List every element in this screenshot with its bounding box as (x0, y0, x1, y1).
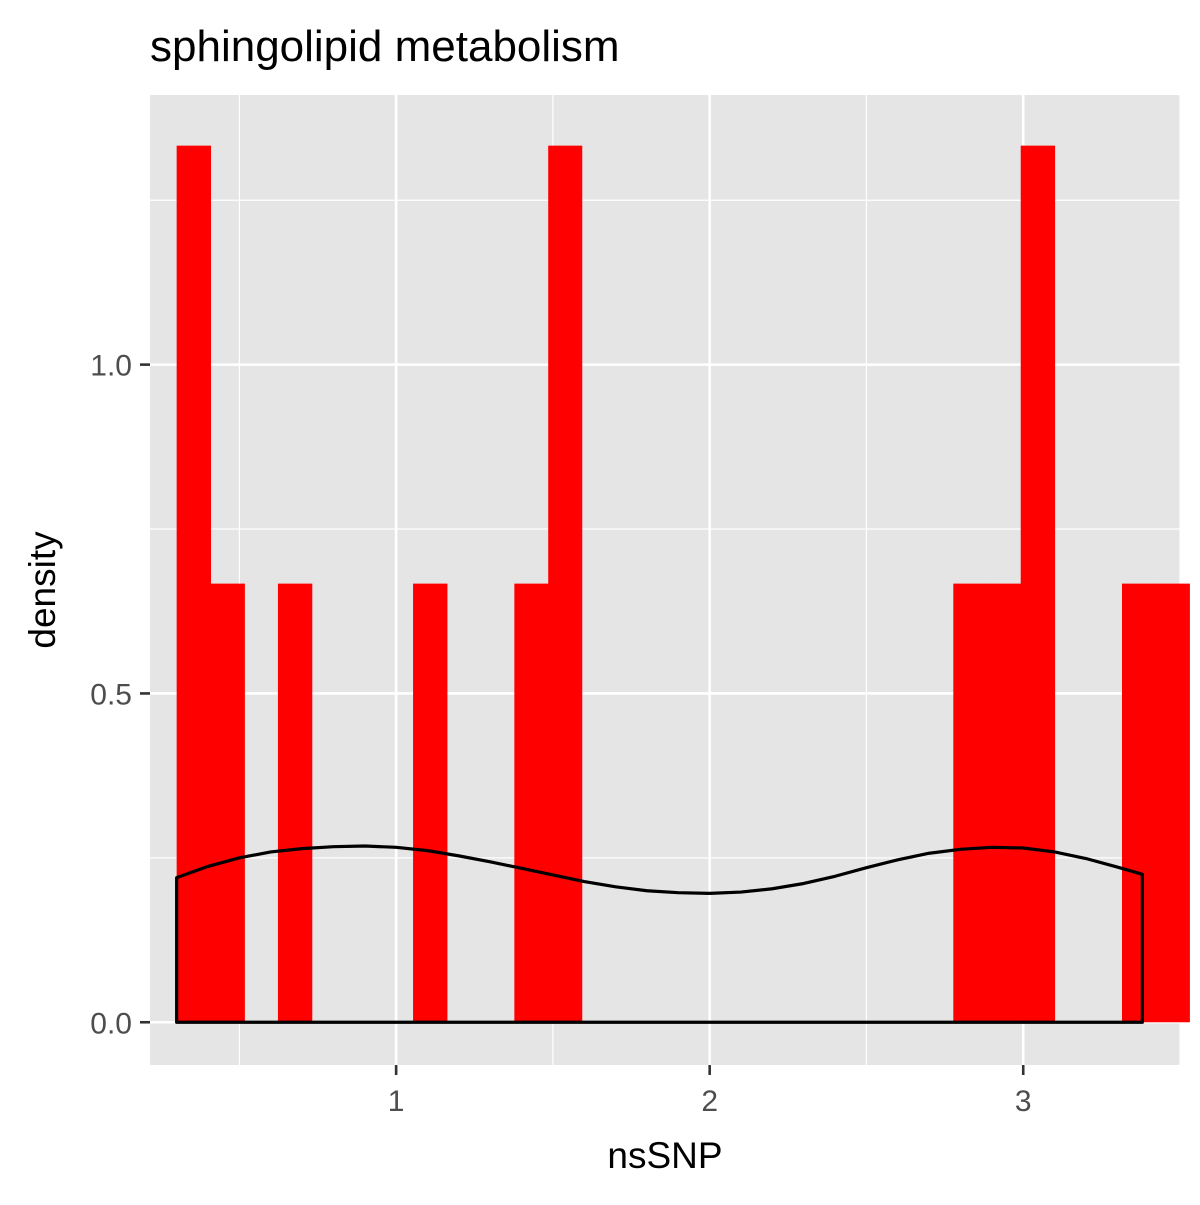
histogram-bar (548, 145, 583, 1023)
x-tick-label: 3 (1015, 1085, 1032, 1118)
y-tick-label: 0.0 (90, 1007, 132, 1040)
y-tick-label: 1.0 (90, 350, 132, 383)
histogram-bar (210, 583, 245, 1023)
histogram-bar (953, 583, 988, 1023)
histogram-bar (1155, 583, 1190, 1023)
chart-title: sphingolipid metabolism (150, 22, 620, 71)
histogram-bar (277, 583, 313, 1023)
histogram-bar (987, 583, 1022, 1023)
histogram-bar (176, 145, 212, 1023)
histogram-bar (413, 583, 448, 1023)
y-axis-title: density (22, 531, 63, 649)
x-tick-label: 2 (701, 1085, 718, 1118)
density-curve (175, 844, 1144, 1024)
histogram-bar (1020, 145, 1056, 1023)
y-tick-label: 0.5 (90, 678, 132, 711)
x-tick-label: 1 (388, 1085, 405, 1118)
x-axis-title: nsSNP (607, 1135, 722, 1176)
histogram-bar (1121, 583, 1157, 1023)
histogram-bar (514, 583, 549, 1023)
